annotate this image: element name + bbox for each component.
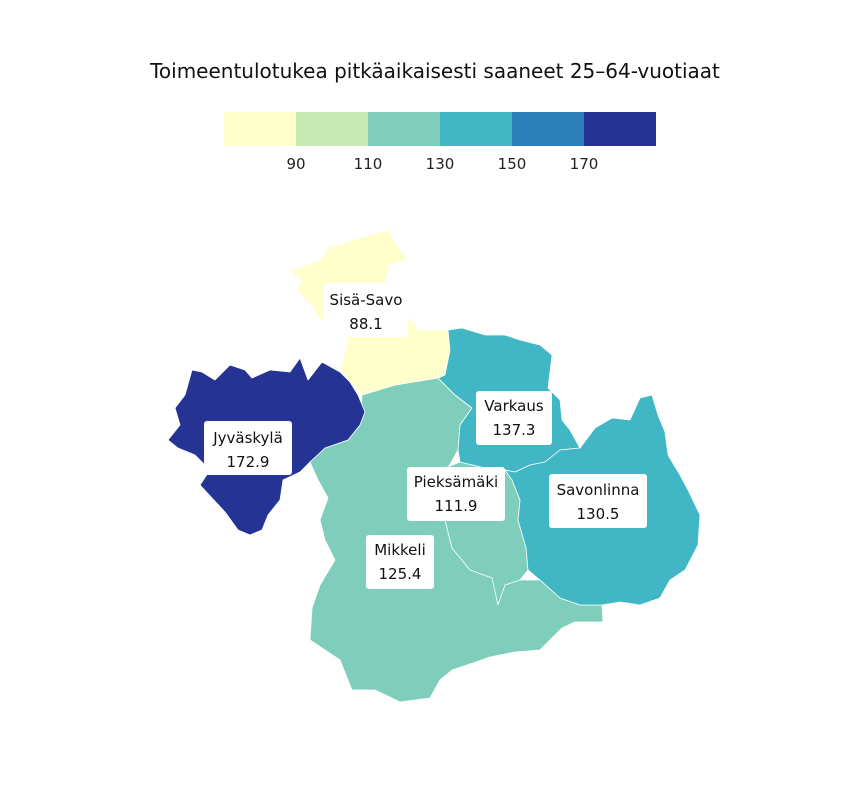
region-value: 88.1 <box>349 315 382 333</box>
region-name: Varkaus <box>484 397 544 415</box>
legend-bin-4 <box>440 112 512 146</box>
region-value: 130.5 <box>577 505 620 523</box>
legend-bin-1 <box>224 112 296 146</box>
region-name: Mikkeli <box>374 541 426 559</box>
legend-tick-90: 90 <box>286 155 305 173</box>
legend-tick-170: 170 <box>570 155 599 173</box>
legend-tick-130: 130 <box>426 155 455 173</box>
region-value: 125.4 <box>379 565 422 583</box>
region-name: Sisä-Savo <box>330 291 403 309</box>
label-pieksamaki: Pieksämäki 111.9 <box>407 467 505 521</box>
legend-bin-5 <box>512 112 584 146</box>
region-name: Jyväskylä <box>212 429 283 447</box>
region-value: 172.9 <box>227 453 270 471</box>
label-varkaus: Varkaus 137.3 <box>476 391 552 445</box>
region-value: 137.3 <box>493 421 536 439</box>
label-box <box>476 391 552 445</box>
label-sisa-savo: Sisä-Savo 88.1 <box>324 283 408 337</box>
map-title: Toimeentulotukea pitkäaikaisesti saaneet… <box>149 59 720 83</box>
label-box <box>324 283 408 337</box>
region-value: 111.9 <box>435 497 478 515</box>
legend: 90 110 130 150 170 <box>224 112 656 173</box>
label-box <box>407 467 505 521</box>
region-name: Pieksämäki <box>414 473 498 491</box>
legend-tick-110: 110 <box>354 155 383 173</box>
region-labels: Sisä-Savo 88.1 Jyväskylä 172.9 Varkaus 1… <box>204 283 647 589</box>
legend-tick-150: 150 <box>498 155 527 173</box>
label-jyvaskyla: Jyväskylä 172.9 <box>204 421 292 475</box>
label-box <box>366 535 434 589</box>
label-box <box>549 474 647 528</box>
region-name: Savonlinna <box>557 481 640 499</box>
label-mikkeli: Mikkeli 125.4 <box>366 535 434 589</box>
legend-bin-6 <box>584 112 656 146</box>
label-savonlinna: Savonlinna 130.5 <box>549 474 647 528</box>
label-box <box>204 421 292 475</box>
legend-bin-2 <box>296 112 368 146</box>
legend-bin-3 <box>368 112 440 146</box>
